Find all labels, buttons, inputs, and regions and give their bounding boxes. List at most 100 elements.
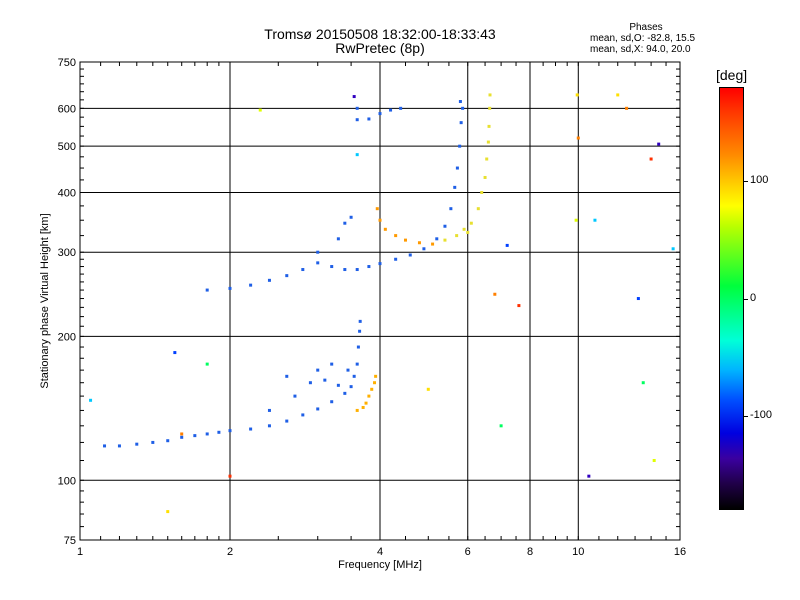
data-point [308,381,312,385]
data-point [352,95,356,99]
data-point [375,207,379,211]
data-point [431,242,435,246]
data-point [285,274,289,278]
data-point [355,268,359,272]
data-point [205,288,209,292]
data-point [356,345,360,349]
data-point [367,117,371,121]
data-point [173,351,177,355]
data-point [355,153,359,157]
data-point [249,283,253,287]
y-tick-label: 100 [58,475,76,487]
data-point [652,458,656,462]
data-point [355,106,359,110]
data-point [469,221,473,225]
data-point [378,112,382,116]
data-point [249,427,253,431]
phase-stats-o: mean, sd,O: -82.8, 15.5 [590,33,696,44]
data-point [394,234,398,238]
y-tick-label: 600 [58,103,76,115]
y-tick-label: 300 [58,247,76,259]
data-point [443,224,447,228]
data-point [103,444,107,448]
data-point [330,400,334,404]
data-point [135,442,139,446]
data-point [316,368,320,372]
data-point [117,444,121,448]
data-point [355,408,359,412]
data-point [205,432,209,436]
data-point [228,429,232,433]
data-point [517,304,521,308]
data-point [205,362,209,366]
data-point [426,387,430,391]
data-point [358,329,362,333]
data-point [217,430,221,434]
data-point [575,93,579,97]
data-point [480,190,484,194]
data-point [466,230,470,234]
data-point [267,424,271,428]
data-point [587,474,591,478]
data-point [576,136,580,140]
data-point [443,238,447,242]
colorbar-title: [deg] [716,67,748,83]
data-point [343,391,347,395]
colorbar-tick [744,298,748,300]
data-point [301,413,305,417]
data-point [461,106,465,110]
data-point [367,394,371,398]
data-point [316,250,320,254]
colorbar-tick-label: 100 [750,174,769,186]
colorbar-tick [744,416,748,417]
data-point [361,405,365,409]
data-point [455,166,459,170]
x-tick-label: 10 [572,546,584,558]
colorbar-tick-label: -100 [750,409,773,421]
data-point [228,286,232,290]
data-point [166,439,170,443]
data-point [435,237,439,241]
data-point [349,215,353,219]
data-point [476,207,480,211]
data-point [636,297,640,301]
data-point [346,368,350,372]
data-point [367,265,371,269]
data-point [486,140,490,144]
x-tick-label: 4 [377,546,383,558]
phase-stats-x: mean, sd,X: 94.0, 20.0 [590,44,691,55]
data-point [285,374,289,378]
data-point [285,419,289,423]
data-point [373,381,377,385]
data-point [352,374,356,378]
data-point [355,118,359,122]
data-point [574,218,578,222]
chart-title-line1: Tromsø 20150508 18:32:00-18:33:43 [264,26,496,42]
y-axis-label: Stationary phase Virtual Height [km] [39,213,51,388]
data-point [399,106,403,110]
data-point [336,383,340,387]
data-point [89,398,93,402]
phase-stats: Phases mean, sd,O: -82.8, 15.5 mean, sd,… [590,22,702,55]
data-point [383,227,387,231]
data-point [671,247,675,251]
x-tick-label: 8 [527,546,533,558]
data-point [394,257,398,261]
y-tick-label: 500 [58,141,76,153]
data-point [370,387,374,391]
x-tick-label: 2 [227,546,233,558]
data-point [458,144,462,148]
data-point [378,262,382,266]
data-point [417,241,421,245]
data-point [488,93,492,97]
x-tick-label: 16 [674,546,686,558]
data-point [316,407,320,411]
x-axis-label: Frequency [MHz] [338,559,422,571]
data-point [301,268,305,272]
y-tick-label: 400 [58,187,76,199]
colorbar-tick [744,181,748,182]
data-point [180,432,184,436]
data-point [293,394,297,398]
